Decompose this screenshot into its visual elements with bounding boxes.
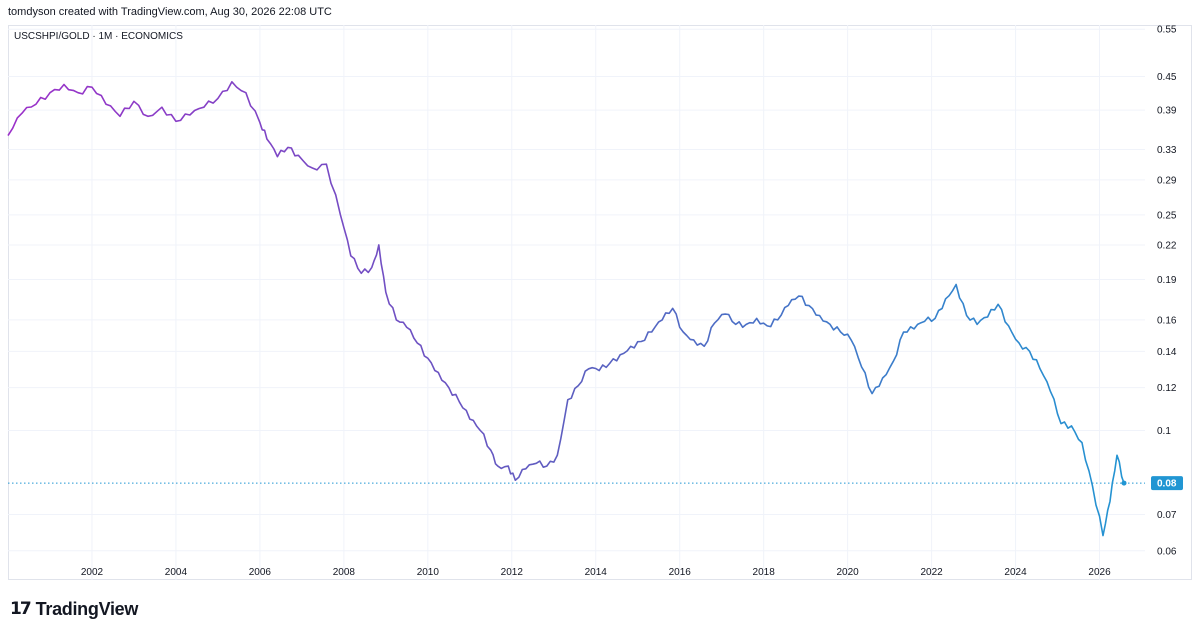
x-tick-label: 2010	[417, 567, 440, 578]
symbol-title: USCSHPI/GOLD · 1M · ECONOMICS	[14, 31, 183, 42]
x-tick-label: 2006	[249, 567, 272, 578]
y-tick-label: 0.55	[1157, 25, 1177, 36]
x-tick-label: 2016	[669, 567, 692, 578]
last-value-point	[1121, 480, 1127, 486]
x-tick-label: 2004	[165, 567, 188, 578]
y-tick-label: 0.33	[1157, 145, 1177, 156]
y-tick-label: 0.45	[1157, 72, 1177, 83]
x-tick-label: 2024	[1004, 567, 1027, 578]
chart-frame	[8, 25, 1192, 580]
y-tick-label: 0.06	[1157, 546, 1177, 557]
x-tick-label: 2020	[837, 567, 860, 578]
x-tick-label: 2008	[333, 567, 356, 578]
y-tick-label: 0.22	[1157, 240, 1177, 251]
x-tick-label: 2026	[1088, 567, 1111, 578]
x-tick-label: 2002	[81, 567, 104, 578]
tradingview-mark-icon: 17	[10, 599, 32, 619]
x-tick-label: 2022	[920, 567, 943, 578]
y-tick-label: 0.1	[1157, 426, 1171, 437]
y-tick-label: 0.07	[1157, 510, 1177, 521]
last-value-label: 0.08	[1157, 479, 1177, 490]
last-value-badge-bg	[1151, 476, 1183, 491]
y-tick-label: 0.25	[1157, 210, 1177, 221]
series-line[interactable]	[7, 81, 1125, 537]
y-tick-label: 0.29	[1157, 175, 1177, 186]
last-value-badge: 0.08	[1151, 476, 1183, 491]
grid-lines	[8, 25, 1145, 580]
x-tick-label: 2018	[753, 567, 776, 578]
y-tick-label: 0.12	[1157, 383, 1177, 394]
attribution-text: tomdyson created with TradingView.com, A…	[8, 6, 332, 18]
y-tick-label: 0.39	[1157, 106, 1177, 117]
y-axis: 0.55 0.45 0.39 0.33 0.29 0.25 0.22 0.19 0.16 0.14…	[1157, 25, 1177, 558]
tradingview-logo[interactable]: 17 TradingView	[10, 598, 138, 620]
y-tick-label: 0.16	[1157, 315, 1177, 326]
y-tick-label: 0.14	[1157, 347, 1177, 358]
y-tick-label: 0.19	[1157, 275, 1177, 286]
x-axis: 2002 2004 2006 2008 2010 2012 2014 2016 2018 2020…	[81, 567, 1111, 578]
x-tick-label: 2012	[501, 567, 524, 578]
x-tick-label: 2014	[585, 567, 608, 578]
tradingview-wordmark: TradingView	[35, 598, 139, 619]
